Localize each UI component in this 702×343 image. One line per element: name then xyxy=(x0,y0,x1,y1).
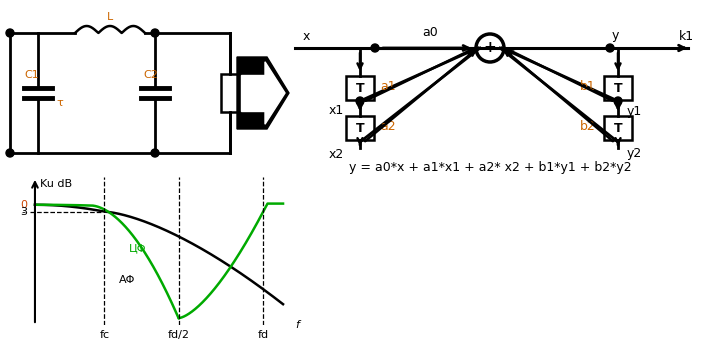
Text: T: T xyxy=(614,121,622,134)
Text: 0: 0 xyxy=(20,200,27,210)
FancyArrow shape xyxy=(237,57,289,129)
Bar xyxy=(604,76,632,100)
Text: L: L xyxy=(107,12,113,22)
Text: x2: x2 xyxy=(329,147,344,161)
Text: T: T xyxy=(356,82,364,95)
Text: y2: y2 xyxy=(626,147,642,161)
Text: b2: b2 xyxy=(580,119,596,132)
Circle shape xyxy=(151,29,159,37)
Circle shape xyxy=(371,44,379,52)
Bar xyxy=(346,116,374,140)
Text: fd: fd xyxy=(258,330,269,340)
Text: C2: C2 xyxy=(144,70,159,80)
Text: Rn: Rn xyxy=(248,88,263,98)
Circle shape xyxy=(6,29,14,37)
Text: T: T xyxy=(614,82,622,95)
Text: Ku dB: Ku dB xyxy=(40,179,72,189)
Text: y: y xyxy=(611,29,618,43)
Text: АΦ: АΦ xyxy=(119,275,135,285)
Text: y = a0*x + a1*x1 + a2* x2 + b1*y1 + b2*y2: y = a0*x + a1*x1 + a2* x2 + b1*y1 + b2*y… xyxy=(349,162,631,175)
Text: T: T xyxy=(356,121,364,134)
Text: fd/2: fd/2 xyxy=(168,330,190,340)
Text: τ: τ xyxy=(57,98,63,108)
Text: x: x xyxy=(303,29,310,43)
FancyArrow shape xyxy=(265,62,285,124)
Circle shape xyxy=(151,149,159,157)
Circle shape xyxy=(614,97,622,105)
Text: 3: 3 xyxy=(20,207,27,217)
Text: k1: k1 xyxy=(678,29,694,43)
FancyArrow shape xyxy=(241,75,265,111)
Text: ЦΦ: ЦΦ xyxy=(129,243,147,253)
Bar xyxy=(604,116,632,140)
Circle shape xyxy=(6,149,14,157)
Text: f: f xyxy=(296,320,299,330)
Circle shape xyxy=(606,44,614,52)
Text: a2: a2 xyxy=(380,119,396,132)
Text: b1: b1 xyxy=(580,80,596,93)
Text: C1: C1 xyxy=(25,70,39,80)
Bar xyxy=(346,76,374,100)
Text: fc: fc xyxy=(100,330,110,340)
Text: a0: a0 xyxy=(422,25,438,38)
Bar xyxy=(221,74,239,112)
Text: x1: x1 xyxy=(329,105,344,118)
Circle shape xyxy=(356,97,364,105)
Text: y1: y1 xyxy=(626,105,642,118)
Text: a1: a1 xyxy=(380,80,396,93)
Text: -: - xyxy=(21,207,25,217)
Text: +: + xyxy=(484,39,496,55)
